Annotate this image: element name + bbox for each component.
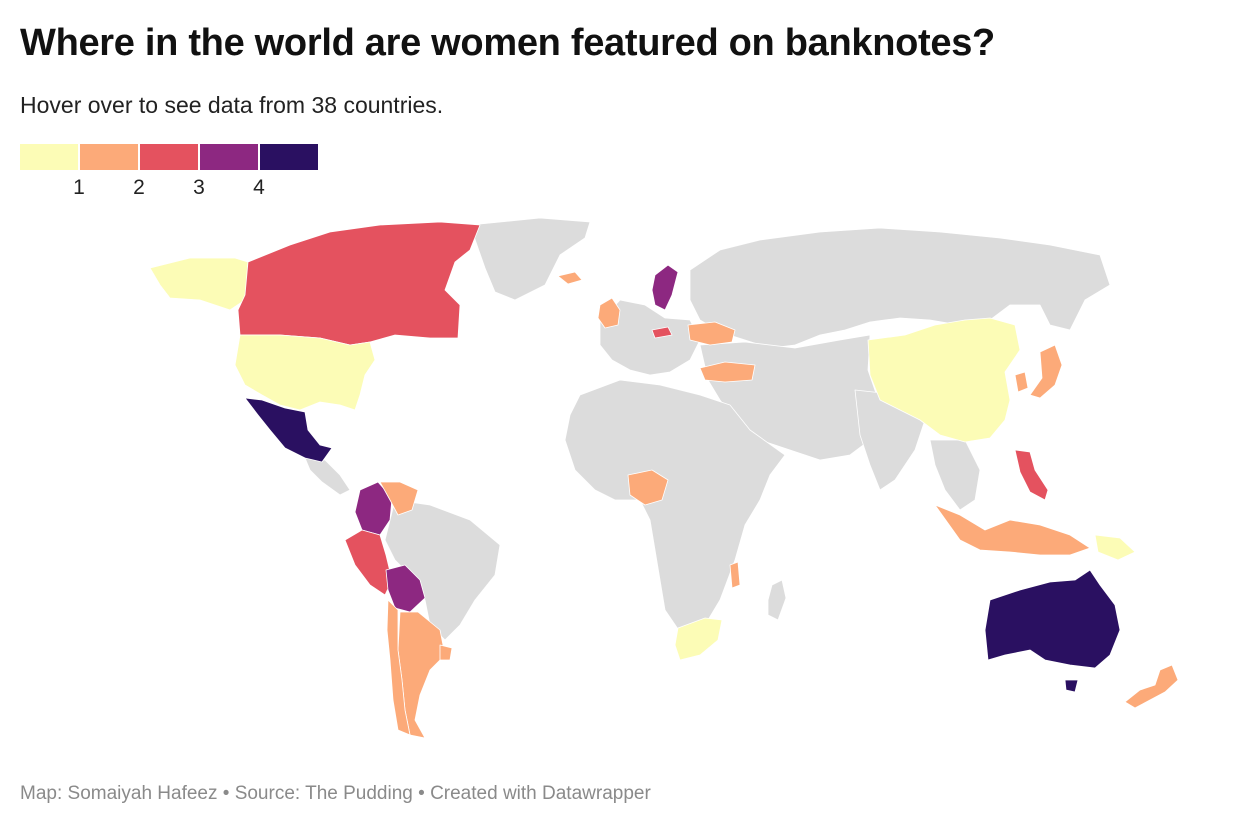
country-japan[interactable] [1029, 344, 1063, 399]
country-turkey[interactable] [699, 361, 756, 383]
country-iceland[interactable] [557, 271, 583, 285]
country-china[interactable] [867, 317, 1021, 443]
country-papua-new-guinea[interactable] [1094, 534, 1136, 561]
legend-tick-3: 3 [193, 176, 205, 199]
country-mexico[interactable] [244, 397, 333, 463]
legend-tick-4: 4 [253, 176, 265, 199]
world-map [149, 217, 1179, 739]
country-indonesia[interactable] [934, 504, 1091, 556]
country-united-kingdom[interactable] [597, 297, 621, 329]
country-alaska[interactable] [149, 257, 249, 311]
country-australia[interactable] [984, 569, 1121, 669]
country-philippines[interactable] [1014, 449, 1049, 501]
country-madagascar[interactable] [767, 579, 787, 621]
chart-subtitle: Hover over to see data from 38 countries… [20, 92, 444, 118]
country-canada[interactable] [237, 221, 481, 346]
country-south-africa[interactable] [674, 617, 723, 661]
country-south-america-other[interactable] [384, 499, 501, 641]
country-united-states[interactable] [234, 334, 376, 411]
chart-footer: Map: Somaiyah Hafeez • Source: The Puddi… [20, 783, 651, 804]
legend-tick-1: 1 [73, 176, 85, 199]
country-uruguay[interactable] [439, 644, 453, 661]
country-se-asia[interactable] [929, 439, 981, 511]
country-venezuela[interactable] [379, 481, 419, 516]
legend-swatch-2 [140, 144, 198, 170]
country-greenland[interactable] [469, 217, 591, 301]
country-europe-other[interactable] [599, 299, 701, 376]
country-nigeria[interactable] [627, 469, 669, 506]
country-czech-republic[interactable] [651, 326, 673, 339]
country-new-zealand[interactable] [1124, 664, 1179, 709]
country-central-america[interactable] [304, 457, 351, 496]
country-south-korea[interactable] [1014, 371, 1029, 393]
legend-swatch-1 [80, 144, 138, 170]
country-chile[interactable] [386, 599, 411, 736]
country-sweden[interactable] [651, 264, 679, 311]
country-tasmania[interactable] [1064, 679, 1079, 693]
chart-title: Where in the world are women featured on… [20, 22, 995, 64]
legend-tick-2: 2 [133, 176, 145, 199]
legend-swatch-3 [200, 144, 258, 170]
country-bolivia[interactable] [385, 564, 426, 613]
country-malawi[interactable] [729, 561, 741, 589]
color-legend: 1 2 3 4 [20, 144, 320, 204]
country-colombia[interactable] [354, 481, 393, 536]
country-ukraine[interactable] [687, 321, 736, 346]
country-russia[interactable] [689, 227, 1111, 349]
legend-swatch-0 [20, 144, 78, 170]
legend-swatch-4 [260, 144, 318, 170]
